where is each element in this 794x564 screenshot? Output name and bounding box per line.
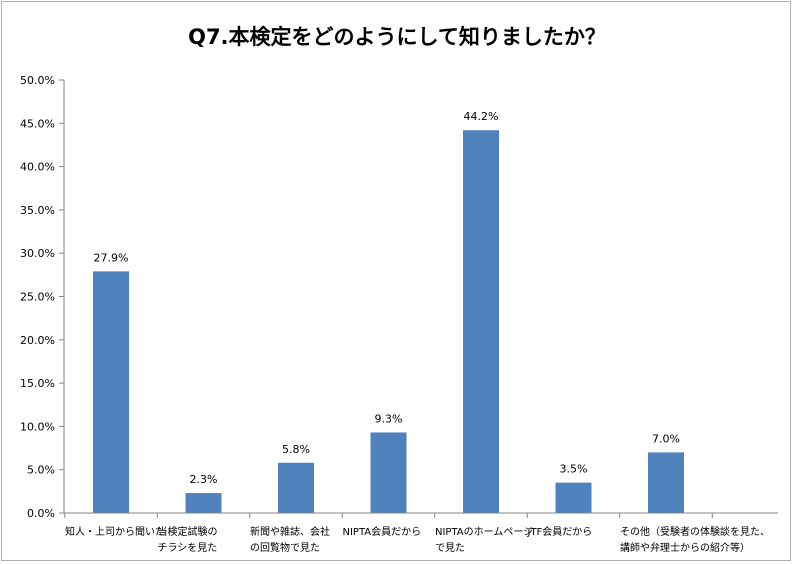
- y-tick-label: 0.0%: [27, 507, 55, 520]
- bar: [93, 271, 129, 513]
- bar: [185, 493, 222, 513]
- category-label: 知人・上司から聞いた: [65, 525, 165, 538]
- data-label: 3.5%: [560, 463, 588, 476]
- category-label: 講師や弁理士からの紹介等）: [620, 541, 750, 554]
- bar: [463, 130, 499, 513]
- bar: [555, 482, 592, 513]
- data-label: 27.9%: [94, 251, 129, 264]
- y-tick-label: 10.0%: [20, 420, 55, 433]
- y-tick-label: 5.0%: [27, 464, 55, 477]
- bars: 27.9% 2.3% 5.8% 9.3% 44.2% 3.5% 7.0%: [93, 110, 684, 513]
- category-label: 当検定試験の: [158, 525, 218, 538]
- y-tick-label: 35.0%: [20, 204, 55, 217]
- y-tick-label: 15.0%: [20, 377, 55, 390]
- bar: [278, 462, 314, 513]
- chart-title: Q7.本検定をどのようにして知りましたか？: [188, 25, 606, 49]
- category-label: JTF会員だから: [527, 525, 593, 538]
- data-label: 5.8%: [282, 443, 310, 456]
- category-label: NIPTA会員だから: [343, 525, 422, 538]
- data-label: 9.3%: [375, 412, 403, 425]
- y-tick-label: 30.0%: [20, 247, 55, 260]
- category-label: チラシを見た: [158, 542, 218, 554]
- y-tick-label: 20.0%: [20, 334, 55, 347]
- data-label: 7.0%: [652, 432, 680, 445]
- y-tick-label: 50.0%: [20, 74, 55, 87]
- category-label: その他（受験者の体験談を見た、: [620, 525, 770, 538]
- category-label: NIPTAのホームページ: [435, 526, 533, 538]
- y-tick-label: 25.0%: [20, 291, 55, 304]
- bar: [648, 452, 684, 513]
- category-label: で見た: [435, 542, 465, 554]
- y-tick-label: 45.0%: [20, 117, 55, 130]
- category-label: 新聞や雑誌、会社: [250, 525, 330, 538]
- data-label: 2.3%: [190, 473, 218, 486]
- category-label: の回覧物で見た: [250, 541, 320, 554]
- data-label: 44.2%: [464, 110, 499, 123]
- y-axis: 0.0% 5.0% 10.0% 15.0% 20.0% 25.0% 30.0% 35.0% 40…: [20, 74, 65, 520]
- y-tick-label: 40.0%: [20, 161, 55, 174]
- bar: [370, 432, 407, 513]
